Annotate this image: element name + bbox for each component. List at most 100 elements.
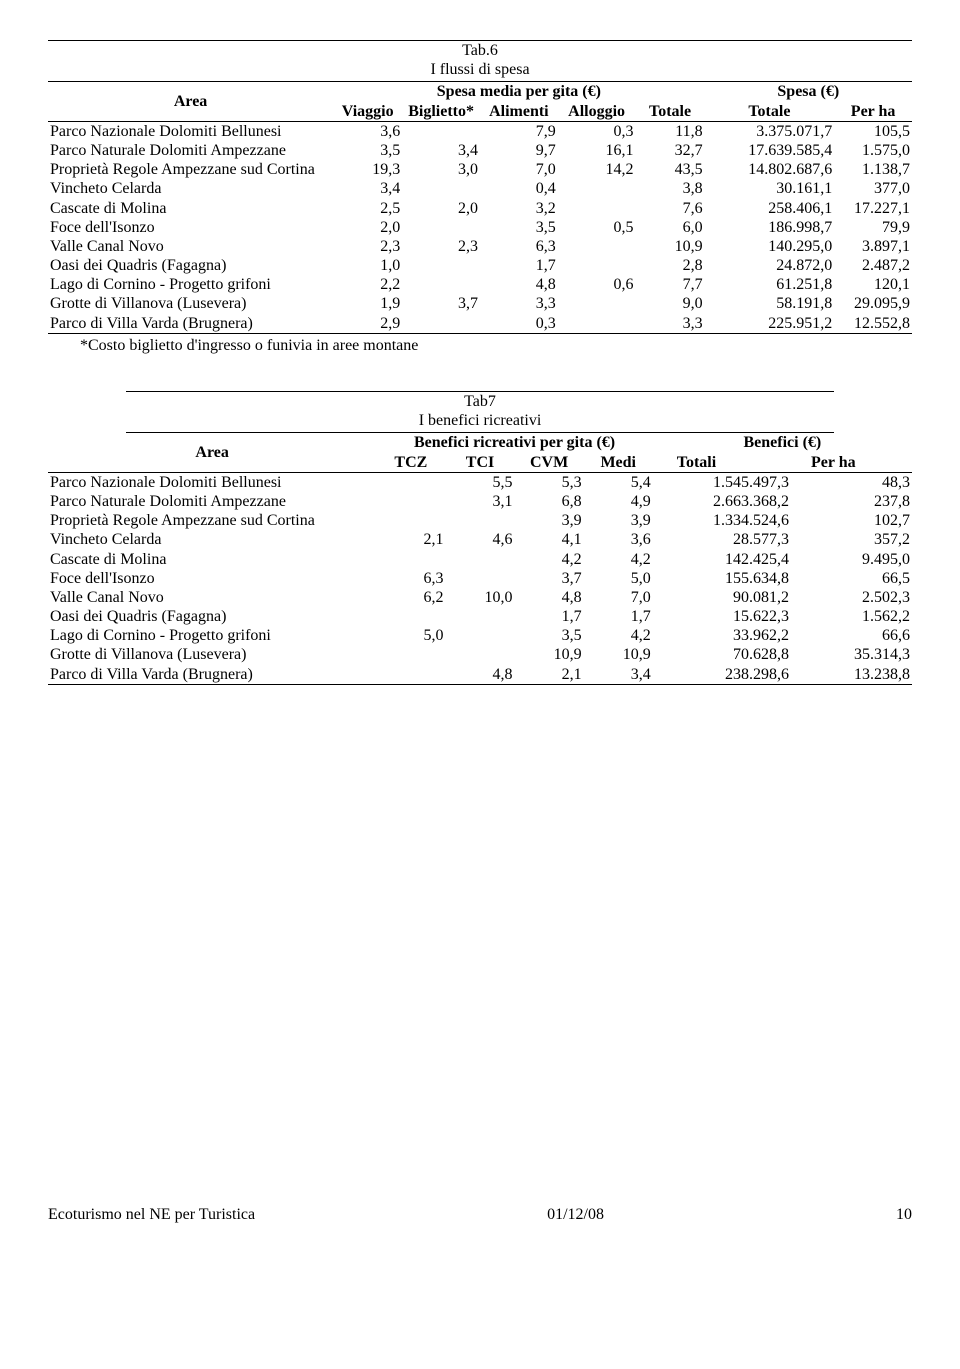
num-cell: 90.081,2 [653,588,791,607]
num-cell [445,569,514,588]
num-cell [445,550,514,569]
num-cell: 2.502,3 [791,588,912,607]
num-cell: 3,2 [480,199,558,218]
num-cell [376,645,445,664]
num-cell: 66,5 [791,569,912,588]
area-cell: Parco di Villa Varda (Brugnera) [48,665,376,685]
table-row: Parco Naturale Dolomiti Ampezzane3,53,49… [48,141,912,160]
num-cell [445,511,514,530]
area-cell: Grotte di Villanova (Lusevera) [48,645,376,664]
num-cell: 4,8 [480,275,558,294]
table-row: Valle Canal Novo6,210,04,87,090.081,22.5… [48,588,912,607]
num-cell: 7,9 [480,121,558,141]
area-cell: Proprietà Regole Ampezzane sud Cortina [48,160,333,179]
num-cell: 28.577,3 [653,530,791,549]
area-cell: Parco di Villa Varda (Brugnera) [48,314,333,334]
num-cell: 66,6 [791,626,912,645]
num-cell: 3,9 [515,511,584,530]
num-cell: 3,8 [635,179,704,198]
num-cell [445,626,514,645]
table-row: Parco di Villa Varda (Brugnera)2,90,33,3… [48,314,912,334]
table-row: Grotte di Villanova (Lusevera)10,910,970… [48,645,912,664]
num-cell: 102,7 [791,511,912,530]
num-cell: 24.872,0 [705,256,835,275]
num-cell: 58.191,8 [705,294,835,313]
area-cell: Lago di Cornino - Progetto grifoni [48,275,333,294]
area-cell: Parco Naturale Dolomiti Ampezzane [48,492,376,511]
table-row: Vincheto Celarda2,14,64,13,628.577,3357,… [48,530,912,549]
num-cell: 2.487,2 [834,256,912,275]
num-cell: 105,5 [834,121,912,141]
t2-c6: Per ha [791,453,912,473]
table-row: Lago di Cornino - Progetto grifoni2,24,8… [48,275,912,294]
num-cell: 225.951,2 [705,314,835,334]
table-row: Valle Canal Novo2,32,36,310,9140.295,03.… [48,237,912,256]
table-row: Grotte di Villanova (Lusevera)1,93,73,39… [48,294,912,313]
num-cell: 2,5 [333,199,402,218]
num-cell [558,294,636,313]
num-cell: 4,2 [584,550,653,569]
num-cell: 2,3 [402,237,480,256]
num-cell: 1,7 [515,607,584,626]
num-cell: 155.634,8 [653,569,791,588]
num-cell: 9.495,0 [791,550,912,569]
t1-footnote: *Costo biglietto d'ingresso o funivia in… [48,336,912,355]
num-cell [558,199,636,218]
area-cell: Cascate di Molina [48,199,333,218]
area-cell: Foce dell'Isonzo [48,569,376,588]
table-row: Vincheto Celarda3,40,43,830.161,1377,0 [48,179,912,198]
num-cell: 5,3 [515,472,584,492]
t2-c5: Totali [653,453,791,473]
num-cell: 3,0 [402,160,480,179]
num-cell: 48,3 [791,472,912,492]
area-cell: Oasi dei Quadris (Fagagna) [48,256,333,275]
num-cell: 9,7 [480,141,558,160]
num-cell: 30.161,1 [705,179,835,198]
num-cell [402,179,480,198]
num-cell: 3,4 [333,179,402,198]
area-cell: Lago di Cornino - Progetto grifoni [48,626,376,645]
num-cell [402,218,480,237]
num-cell [376,665,445,685]
num-cell: 237,8 [791,492,912,511]
num-cell: 3,5 [515,626,584,645]
num-cell: 2,3 [333,237,402,256]
num-cell [558,179,636,198]
num-cell [376,492,445,511]
table-row: Parco Nazionale Dolomiti Bellunesi3,67,9… [48,121,912,141]
table-row: Cascate di Molina2,52,03,27,6258.406,117… [48,199,912,218]
num-cell: 2,9 [333,314,402,334]
num-cell: 3,5 [480,218,558,237]
num-cell: 3.375.071,7 [705,121,835,141]
num-cell [376,472,445,492]
num-cell: 1.575,0 [834,141,912,160]
table-1: Area Spesa media per gita (€) Spesa (€) … [48,82,912,333]
num-cell: 2,1 [376,530,445,549]
table-row: Oasi dei Quadris (Fagagna)1,71,715.622,3… [48,607,912,626]
table-row: Parco di Villa Varda (Brugnera)4,82,13,4… [48,665,912,685]
num-cell [558,256,636,275]
num-cell [558,237,636,256]
num-cell: 7,6 [635,199,704,218]
area-cell: Oasi dei Quadris (Fagagna) [48,607,376,626]
t1-title: I flussi di spesa [48,60,912,82]
num-cell: 3,7 [402,294,480,313]
num-cell [445,645,514,664]
num-cell: 1,0 [333,256,402,275]
num-cell: 4,8 [515,588,584,607]
num-cell: 4,9 [584,492,653,511]
num-cell: 10,9 [584,645,653,664]
num-cell: 61.251,8 [705,275,835,294]
t2-c2: TCI [445,453,514,473]
num-cell: 357,2 [791,530,912,549]
num-cell: 186.998,7 [705,218,835,237]
t2-group1: Benefici ricreativi per gita (€) [376,433,652,452]
num-cell [558,314,636,334]
table-row: Proprietà Regole Ampezzane sud Cortina19… [48,160,912,179]
t2-c3: CVM [515,453,584,473]
num-cell: 140.295,0 [705,237,835,256]
num-cell: 0,6 [558,275,636,294]
num-cell: 0,3 [558,121,636,141]
table-row: Parco Nazionale Dolomiti Bellunesi5,55,3… [48,472,912,492]
t1-c3: Alimenti [480,102,558,122]
